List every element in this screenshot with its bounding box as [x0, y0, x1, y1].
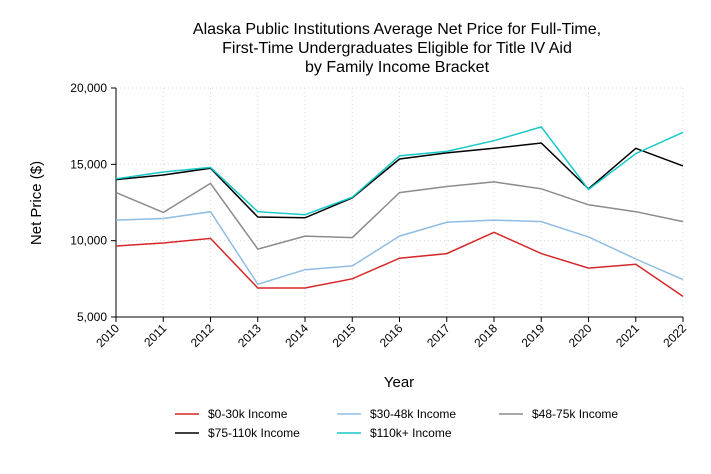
series-line-0: [115, 231, 684, 298]
series-line-1: [115, 210, 684, 286]
x-axis-title: Year: [384, 374, 414, 391]
series-line-4: [115, 126, 684, 216]
chart-title-line-1: Alaska Public Institutions Average Net P…: [193, 21, 601, 38]
legend-label: $0-30k Income: [208, 407, 288, 421]
chart-title-line-2: First-Time Undergraduates Eligible for T…: [222, 40, 572, 57]
legend-label: $48-75k Income: [532, 407, 618, 421]
legend-label: $75-110k Income: [208, 426, 300, 440]
legend-label: $110k+ Income: [370, 426, 452, 440]
y-axis-title: Net Price ($): [28, 161, 45, 245]
series-line-2: [115, 181, 684, 250]
series-lines: [115, 126, 684, 298]
y-tick-label: 20,000: [70, 81, 107, 95]
chart-title-line-3: by Family Income Bracket: [305, 59, 490, 76]
y-tick-label: 5,000: [77, 310, 107, 324]
legend-label: $30-48k Income: [370, 407, 456, 421]
y-tick-label: 15,000: [70, 157, 107, 171]
y-tick-label: 10,000: [70, 234, 107, 248]
legend: $0-30k Income $30-48k Income $48-75k Incom…: [175, 407, 618, 440]
